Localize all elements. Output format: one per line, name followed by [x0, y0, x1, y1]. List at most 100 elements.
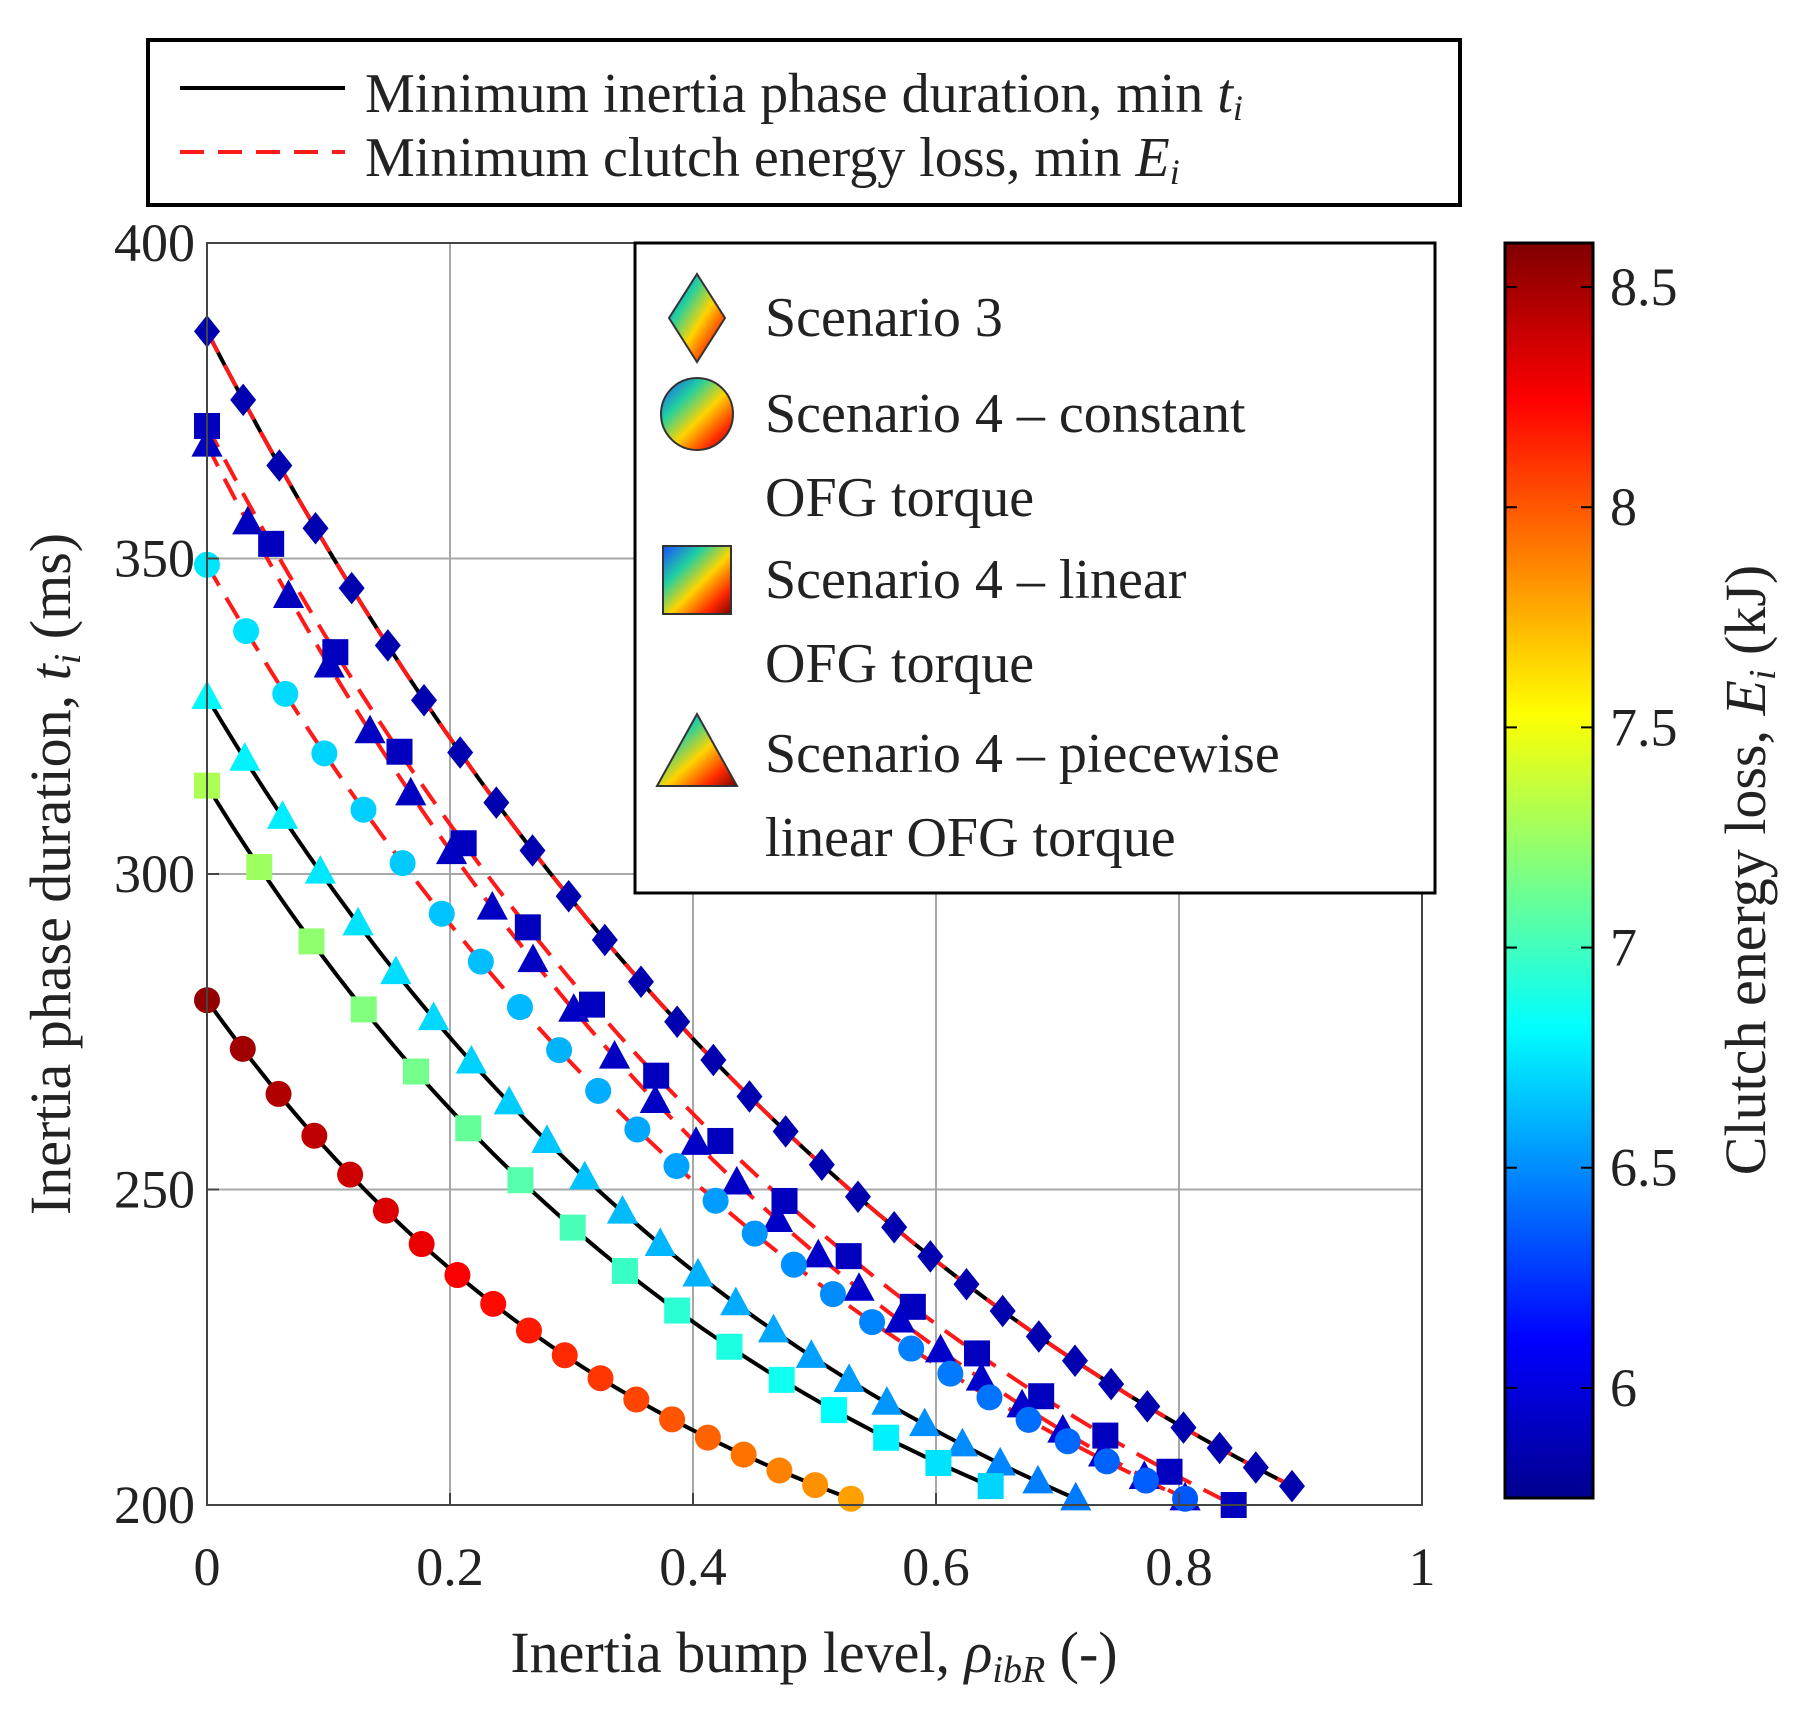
circle-marker	[730, 1441, 757, 1468]
circle-marker	[506, 994, 533, 1021]
square-marker	[664, 1297, 691, 1324]
diamond-marker	[881, 1210, 908, 1244]
diamond-marker	[1134, 1390, 1161, 1423]
triangle-marker	[965, 1362, 997, 1391]
triangle-marker	[455, 1044, 487, 1074]
y-tick-label: 200	[114, 1475, 195, 1535]
triangle-marker	[606, 1195, 639, 1224]
triangle-marker	[380, 955, 412, 985]
triangle-marker	[598, 1040, 631, 1069]
circle-marker	[819, 1281, 846, 1308]
circle-marker	[428, 900, 455, 927]
circle-marker	[624, 1116, 651, 1143]
marker-legend-label: Scenario 4 – constant	[765, 383, 1246, 445]
marker-legend-entry-circle: Scenario 4 – constant OFG torque	[660, 377, 1246, 529]
marker-legend-label: OFG torque	[765, 633, 1034, 695]
y-tick-label: 350	[114, 529, 195, 589]
triangle-marker	[682, 1257, 714, 1287]
y-tick-label: 400	[114, 213, 195, 273]
diamond-marker	[989, 1294, 1016, 1328]
circle-marker	[551, 1342, 578, 1369]
triangle-marker	[761, 1203, 794, 1232]
circle-marker	[898, 1335, 925, 1362]
diamond-marker	[1206, 1431, 1233, 1465]
marker-legend-label: OFG torque	[765, 467, 1034, 529]
triangle-marker	[304, 855, 336, 884]
marker-legend: Scenario 3 Scenario 4 – constant OFG torqu…	[633, 241, 1437, 895]
square-marker	[977, 1473, 1004, 1500]
circle-marker	[480, 1290, 507, 1317]
triangle-marker	[984, 1446, 1016, 1476]
square-marker	[820, 1397, 847, 1424]
triangle-marker	[909, 1407, 941, 1437]
triangle-marker	[493, 1085, 525, 1115]
square-marker	[716, 1333, 743, 1360]
diamond-marker	[374, 629, 401, 662]
triangle-marker	[946, 1427, 979, 1457]
diamond-marker	[338, 571, 365, 605]
square-marker	[1028, 1383, 1055, 1410]
marker-legend-label: Scenario 4 – linear	[765, 549, 1187, 611]
circle-marker	[1015, 1406, 1042, 1433]
triangle-marker	[871, 1386, 903, 1415]
triangle-marker	[395, 776, 427, 806]
square-marker	[873, 1424, 900, 1451]
triangle-marker	[229, 742, 261, 771]
circle-marker	[702, 1187, 729, 1214]
circle-marker	[780, 1251, 807, 1278]
circle-marker	[350, 796, 377, 823]
triangle-marker	[757, 1313, 790, 1343]
triangle-marker	[833, 1363, 865, 1392]
square-marker	[258, 530, 285, 557]
triangle-marker	[569, 1160, 601, 1190]
circle-marker	[301, 1122, 328, 1149]
diamond-marker	[736, 1080, 763, 1113]
square-marker	[643, 1062, 670, 1089]
triangle-marker	[517, 943, 549, 973]
circle-marker	[372, 1197, 399, 1224]
circle-marker	[408, 1231, 435, 1258]
triangle-marker	[924, 1333, 957, 1363]
triangle-marker	[313, 648, 345, 678]
square-marker	[455, 1115, 482, 1142]
triangle-marker	[795, 1339, 827, 1368]
diamond-marker	[230, 383, 257, 417]
diamond-marker	[483, 786, 510, 819]
circle-marker	[467, 948, 494, 975]
colorbar-label: Clutch energy loss, Ei (kJ)	[1713, 565, 1784, 1175]
diamond-marker	[772, 1115, 799, 1148]
marker-legend-entry-triangle: Scenario 4 – piecewise linear OFG torque	[655, 711, 1280, 869]
triangle-marker	[1022, 1464, 1054, 1494]
triangle-marker	[266, 800, 299, 829]
diamond-marker	[627, 965, 654, 999]
circle-marker	[1054, 1428, 1081, 1455]
axis-ticks: 0 0.2 0.4 0.6 0.8 1 200 250 300 350 400	[114, 213, 1436, 1597]
triangle-marker	[720, 1286, 752, 1316]
triangle-marker	[558, 993, 590, 1022]
triangle-marker	[476, 891, 508, 920]
y-tick-label: 300	[114, 844, 195, 904]
circle-marker	[1132, 1467, 1159, 1494]
colorbar-ticks: 6 6.5 7 7.5 8 8.5	[1505, 257, 1678, 1418]
x-axis-label: Inertia bump level, ρibR (-)	[510, 1620, 1117, 1691]
circle-marker	[859, 1309, 886, 1336]
circle-marker	[1093, 1448, 1120, 1475]
triangle-marker	[418, 1001, 450, 1031]
circle-marker	[229, 1035, 256, 1062]
square-marker	[246, 854, 273, 881]
x-tick-label: 0.6	[902, 1537, 970, 1597]
colorbar-tick-label: 7	[1610, 918, 1637, 978]
legend-square-icon	[662, 545, 732, 615]
colorbar-tick-label: 6.5	[1610, 1138, 1678, 1198]
circle-marker	[265, 1080, 292, 1107]
circle-marker	[766, 1457, 793, 1484]
colorbar-tick-label: 8	[1610, 477, 1637, 537]
circle-marker	[694, 1424, 721, 1451]
marker-legend-entry-square: Scenario 4 – linear OFG torque	[662, 545, 1187, 695]
circle-marker	[546, 1037, 573, 1064]
marker-legend-label: Scenario 3	[765, 287, 1003, 349]
triangle-marker	[232, 505, 264, 535]
square-marker	[768, 1366, 795, 1393]
y-tick-label: 250	[114, 1160, 195, 1220]
diamond-marker	[953, 1268, 980, 1301]
